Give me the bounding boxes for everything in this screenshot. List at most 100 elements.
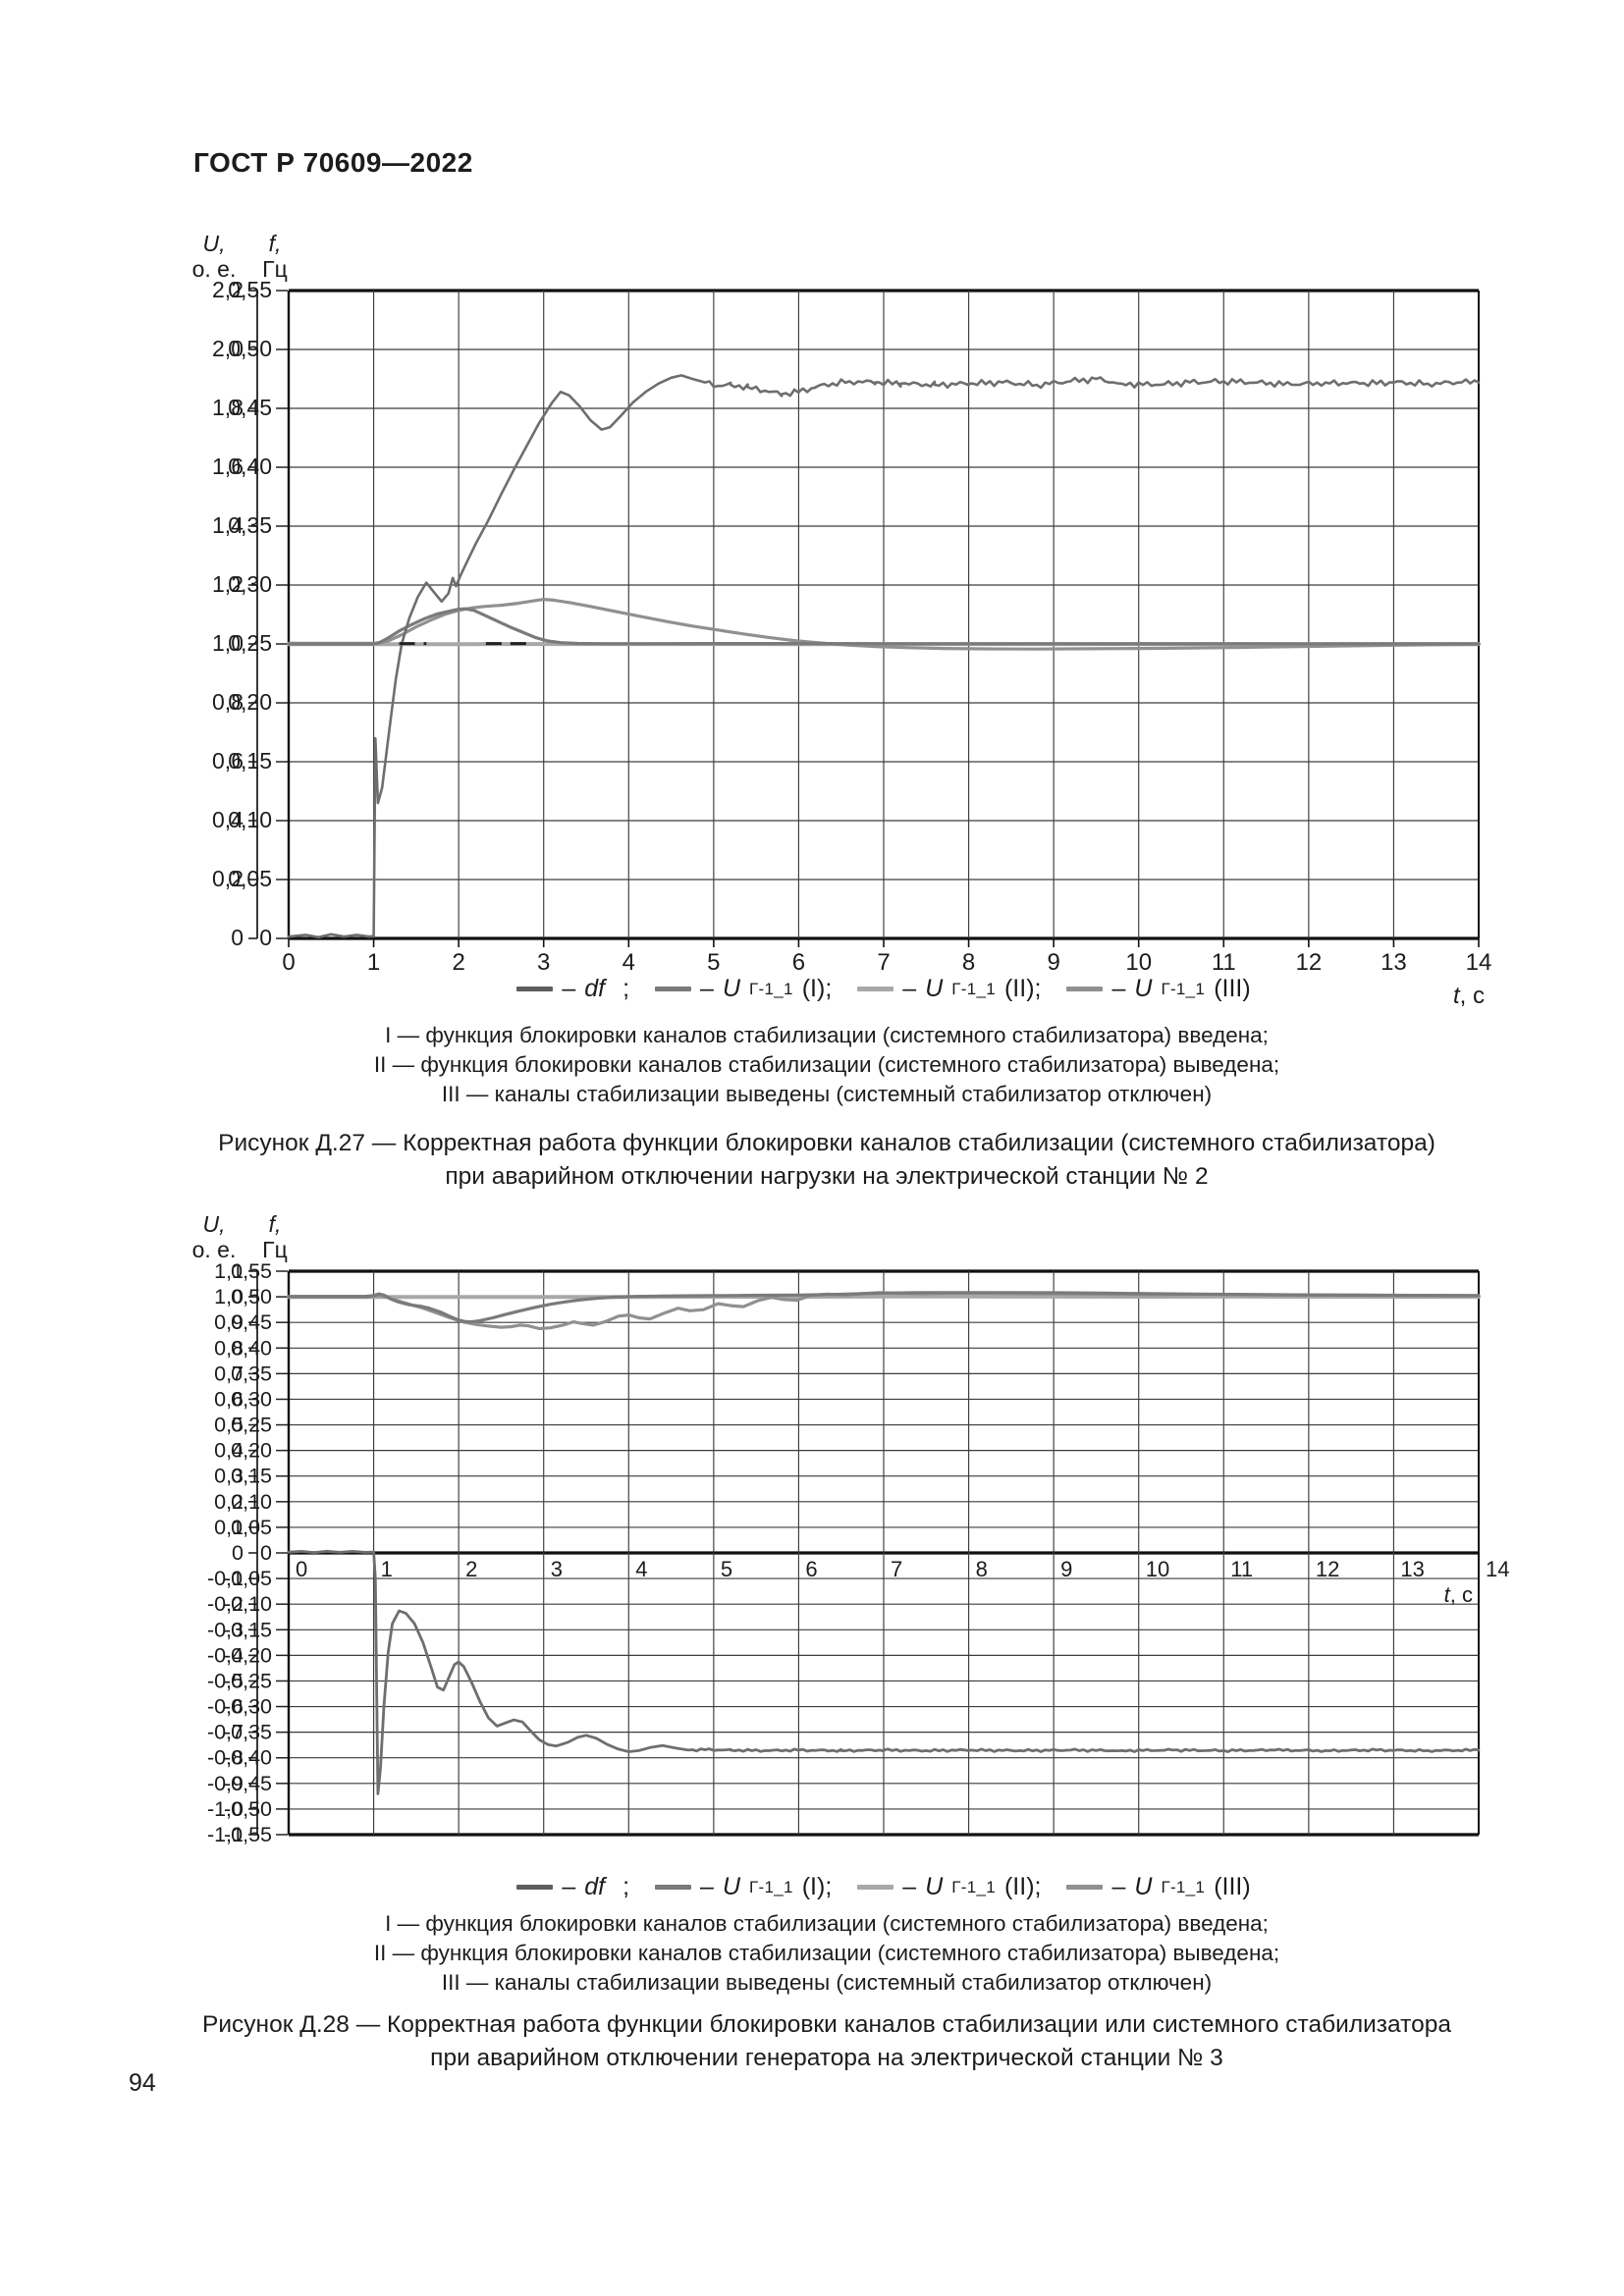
svg-text:-0,25: -0,25: [224, 1669, 272, 1692]
svg-text:-0,9: -0,9: [207, 1772, 244, 1795]
legend-item-df: – df;: [516, 1873, 629, 1901]
chart2-footnotes: I — функция блокировки каналов стабилиза…: [128, 1909, 1526, 1998]
svg-text:1,6: 1,6: [212, 454, 244, 479]
svg-text:t, c: t, c: [1444, 1582, 1473, 1607]
u1-line-swatch: [655, 987, 692, 991]
svg-text:7: 7: [891, 1557, 902, 1581]
svg-text:0,25: 0,25: [228, 630, 272, 656]
svg-text:-0,1: -0,1: [207, 1567, 244, 1590]
legend-dash: –: [700, 975, 714, 1002]
svg-text:12: 12: [1316, 1557, 1339, 1581]
svg-text:8: 8: [976, 1557, 988, 1581]
svg-text:0,8: 0,8: [214, 1336, 244, 1360]
svg-text:Гц: Гц: [262, 1237, 288, 1262]
legend-label-df: df: [584, 1873, 606, 1900]
footnote-line-1: I — функция блокировки каналов стабилиза…: [385, 1911, 1269, 1936]
u1-line-swatch: [655, 1885, 692, 1890]
legend-label-u1: U: [722, 1873, 740, 1900]
legend-dash: –: [700, 1873, 714, 1900]
svg-text:-0,05: -0,05: [224, 1567, 272, 1590]
u3-line-swatch: [1066, 987, 1104, 991]
u2-line-swatch: [857, 1885, 894, 1890]
svg-text:0,20: 0,20: [231, 1439, 272, 1463]
svg-text:11: 11: [1230, 1557, 1253, 1581]
legend-label-u3: U: [1134, 1873, 1153, 1900]
svg-text:1,0: 1,0: [214, 1285, 244, 1308]
legend-dash: –: [1111, 975, 1126, 1002]
svg-text:-0,2: -0,2: [207, 1592, 244, 1616]
svg-text:1: 1: [381, 1557, 393, 1581]
legend-label-u3: U: [1134, 975, 1153, 1002]
svg-text:0,2: 0,2: [212, 866, 244, 891]
svg-text:1,1: 1,1: [214, 1259, 244, 1283]
svg-text:3: 3: [551, 1557, 563, 1581]
legend-item-u1: – U Г-1_1 (I);: [655, 975, 832, 1003]
chart1-footnotes: I — функция блокировки каналов стабилиза…: [128, 1021, 1526, 1109]
legend-item-u2: – U Г-1_1 (II);: [857, 1873, 1041, 1901]
svg-text:0,6: 0,6: [214, 1387, 244, 1411]
svg-text:-0,50: -0,50: [224, 1797, 272, 1821]
legend-suffix: (III): [1214, 1873, 1251, 1900]
svg-text:0,40: 0,40: [231, 1336, 272, 1360]
legend-dash: –: [902, 975, 917, 1002]
svg-text:0: 0: [296, 1557, 307, 1581]
figure-d27-caption: Рисунок Д.27 — Корректная работа функции…: [128, 1127, 1526, 1194]
df-line-swatch: [516, 987, 554, 991]
svg-text:6: 6: [792, 949, 805, 976]
legend-dash: –: [902, 1873, 917, 1900]
svg-text:-0,15: -0,15: [224, 1618, 272, 1641]
svg-text:0,30: 0,30: [228, 571, 272, 597]
legend-item-df: – df;: [516, 975, 629, 1003]
legend-suffix: (II);: [1003, 1873, 1042, 1900]
svg-text:14: 14: [1486, 1557, 1509, 1581]
svg-text:10: 10: [1125, 949, 1152, 976]
svg-text:8: 8: [962, 949, 975, 976]
svg-text:-0,40: -0,40: [224, 1746, 272, 1770]
svg-text:0,15: 0,15: [228, 748, 272, 774]
footnote-line-2: II — функция блокировки каналов стабилиз…: [373, 1941, 1280, 1965]
svg-text:0,05: 0,05: [228, 866, 272, 891]
svg-text:6: 6: [805, 1557, 817, 1581]
svg-text:-0,8: -0,8: [207, 1746, 244, 1770]
legend-suffix: (I);: [801, 1873, 833, 1900]
svg-text:-0,5: -0,5: [207, 1669, 244, 1692]
svg-text:11: 11: [1212, 949, 1236, 976]
chart1-legend: – df; – U Г-1_1 (I); – U Г-1_1 (II); – U Г-1_…: [289, 975, 1479, 1003]
footnote-line-2: II — функция блокировки каналов стабилиз…: [373, 1052, 1280, 1077]
svg-text:1: 1: [367, 949, 380, 976]
legend-item-u2: – U Г-1_1 (II);: [857, 975, 1041, 1003]
svg-text:0,40: 0,40: [228, 454, 272, 479]
svg-text:0,3: 0,3: [214, 1465, 244, 1488]
df-line-swatch: [516, 1885, 554, 1890]
legend-dash: –: [1111, 1873, 1126, 1900]
svg-text:-1,1: -1,1: [207, 1823, 244, 1846]
svg-text:2,0: 2,0: [212, 336, 244, 361]
svg-text:-0,6: -0,6: [207, 1695, 244, 1719]
legend-label-df: df: [584, 975, 606, 1002]
legend-label-u1: U: [722, 975, 740, 1002]
doc-header-title: ГОСТ Р 70609—2022: [193, 147, 473, 178]
svg-text:0,1: 0,1: [214, 1516, 244, 1539]
svg-text:0,55: 0,55: [228, 277, 272, 302]
caption-line-2: при аварийном отключении генератора на э…: [430, 2045, 1223, 2071]
svg-text:0,6: 0,6: [212, 748, 244, 774]
svg-text:9: 9: [1060, 1557, 1072, 1581]
svg-text:-0,20: -0,20: [224, 1643, 272, 1667]
svg-text:0,30: 0,30: [231, 1387, 272, 1411]
svg-text:0: 0: [259, 925, 272, 950]
page-number: 94: [129, 2069, 156, 2097]
svg-text:-0,35: -0,35: [224, 1721, 272, 1744]
svg-text:0,9: 0,9: [214, 1310, 244, 1334]
svg-text:0,4: 0,4: [212, 807, 244, 832]
svg-text:f,: f,: [269, 1211, 282, 1237]
svg-text:9: 9: [1047, 949, 1059, 976]
legend-dash: –: [562, 1873, 576, 1900]
svg-text:0,45: 0,45: [231, 1310, 272, 1334]
svg-text:-0,10: -0,10: [224, 1592, 272, 1616]
svg-text:4: 4: [635, 1557, 647, 1581]
svg-text:0,2: 0,2: [214, 1490, 244, 1514]
caption-line-1: Рисунок Д.27 — Корректная работа функции…: [218, 1130, 1435, 1156]
svg-text:0: 0: [282, 949, 295, 976]
legend-sub: Г-1_1: [951, 979, 996, 998]
